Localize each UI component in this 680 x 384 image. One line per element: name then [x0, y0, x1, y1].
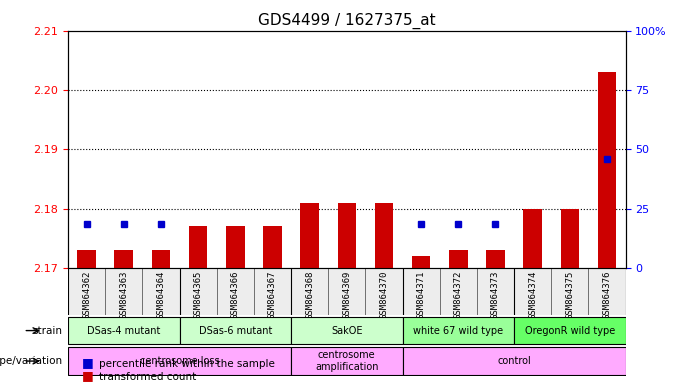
Bar [180, 268, 217, 315]
FancyBboxPatch shape [180, 317, 291, 344]
Text: DSas-4 mutant: DSas-4 mutant [87, 326, 160, 336]
Text: strain: strain [33, 326, 63, 336]
Text: GSM864369: GSM864369 [342, 270, 352, 319]
Bar [514, 268, 551, 315]
Text: GSM864372: GSM864372 [454, 270, 463, 319]
Text: GSM864371: GSM864371 [417, 270, 426, 319]
Bar [477, 268, 514, 315]
Bar [152, 250, 170, 268]
Bar [189, 227, 207, 268]
Bar [226, 227, 245, 268]
Text: GSM864370: GSM864370 [379, 270, 388, 319]
Bar [254, 268, 291, 315]
Text: GSM864364: GSM864364 [156, 270, 165, 319]
FancyBboxPatch shape [514, 317, 626, 344]
FancyBboxPatch shape [68, 348, 291, 375]
Text: DSas-6 mutant: DSas-6 mutant [199, 326, 272, 336]
Text: percentile rank within the sample: percentile rank within the sample [99, 359, 275, 369]
Bar [105, 268, 142, 315]
Bar [328, 268, 365, 315]
Bar [524, 209, 542, 268]
Text: GSM864367: GSM864367 [268, 270, 277, 319]
Text: GSM864366: GSM864366 [231, 270, 240, 319]
Text: control: control [497, 356, 531, 366]
Text: GSM864373: GSM864373 [491, 270, 500, 319]
Bar [440, 268, 477, 315]
Text: genotype/variation: genotype/variation [0, 356, 63, 366]
Text: SakOE: SakOE [331, 326, 362, 336]
Text: GSM864368: GSM864368 [305, 270, 314, 319]
Bar [217, 268, 254, 315]
Bar [301, 203, 319, 268]
Bar [68, 268, 105, 315]
Bar [588, 268, 626, 315]
Text: transformed count: transformed count [99, 372, 196, 382]
Text: GSM864362: GSM864362 [82, 270, 91, 319]
Text: centrosome loss: centrosome loss [139, 356, 220, 366]
FancyBboxPatch shape [68, 317, 180, 344]
Bar [560, 209, 579, 268]
Bar [403, 268, 440, 315]
Text: ■: ■ [82, 369, 93, 382]
Text: centrosome
amplification: centrosome amplification [315, 350, 379, 372]
Text: GSM864375: GSM864375 [565, 270, 575, 319]
Bar [449, 250, 468, 268]
FancyBboxPatch shape [403, 348, 626, 375]
FancyBboxPatch shape [291, 348, 403, 375]
Title: GDS4499 / 1627375_at: GDS4499 / 1627375_at [258, 13, 436, 29]
Text: ■: ■ [82, 356, 93, 369]
FancyBboxPatch shape [291, 317, 403, 344]
Bar [551, 268, 588, 315]
Bar [263, 227, 282, 268]
Text: GSM864376: GSM864376 [602, 270, 611, 319]
Bar [375, 203, 393, 268]
Bar [142, 268, 180, 315]
Bar [291, 268, 328, 315]
Bar [114, 250, 133, 268]
Text: GSM864365: GSM864365 [194, 270, 203, 319]
FancyBboxPatch shape [403, 317, 514, 344]
Bar [486, 250, 505, 268]
Text: GSM864363: GSM864363 [119, 270, 129, 319]
Text: GSM864374: GSM864374 [528, 270, 537, 319]
Bar [598, 72, 616, 268]
Text: white 67 wild type: white 67 wild type [413, 326, 503, 336]
Bar [412, 256, 430, 268]
Text: OregonR wild type: OregonR wild type [525, 326, 615, 336]
Bar [78, 250, 96, 268]
Bar [365, 268, 403, 315]
Bar [337, 203, 356, 268]
